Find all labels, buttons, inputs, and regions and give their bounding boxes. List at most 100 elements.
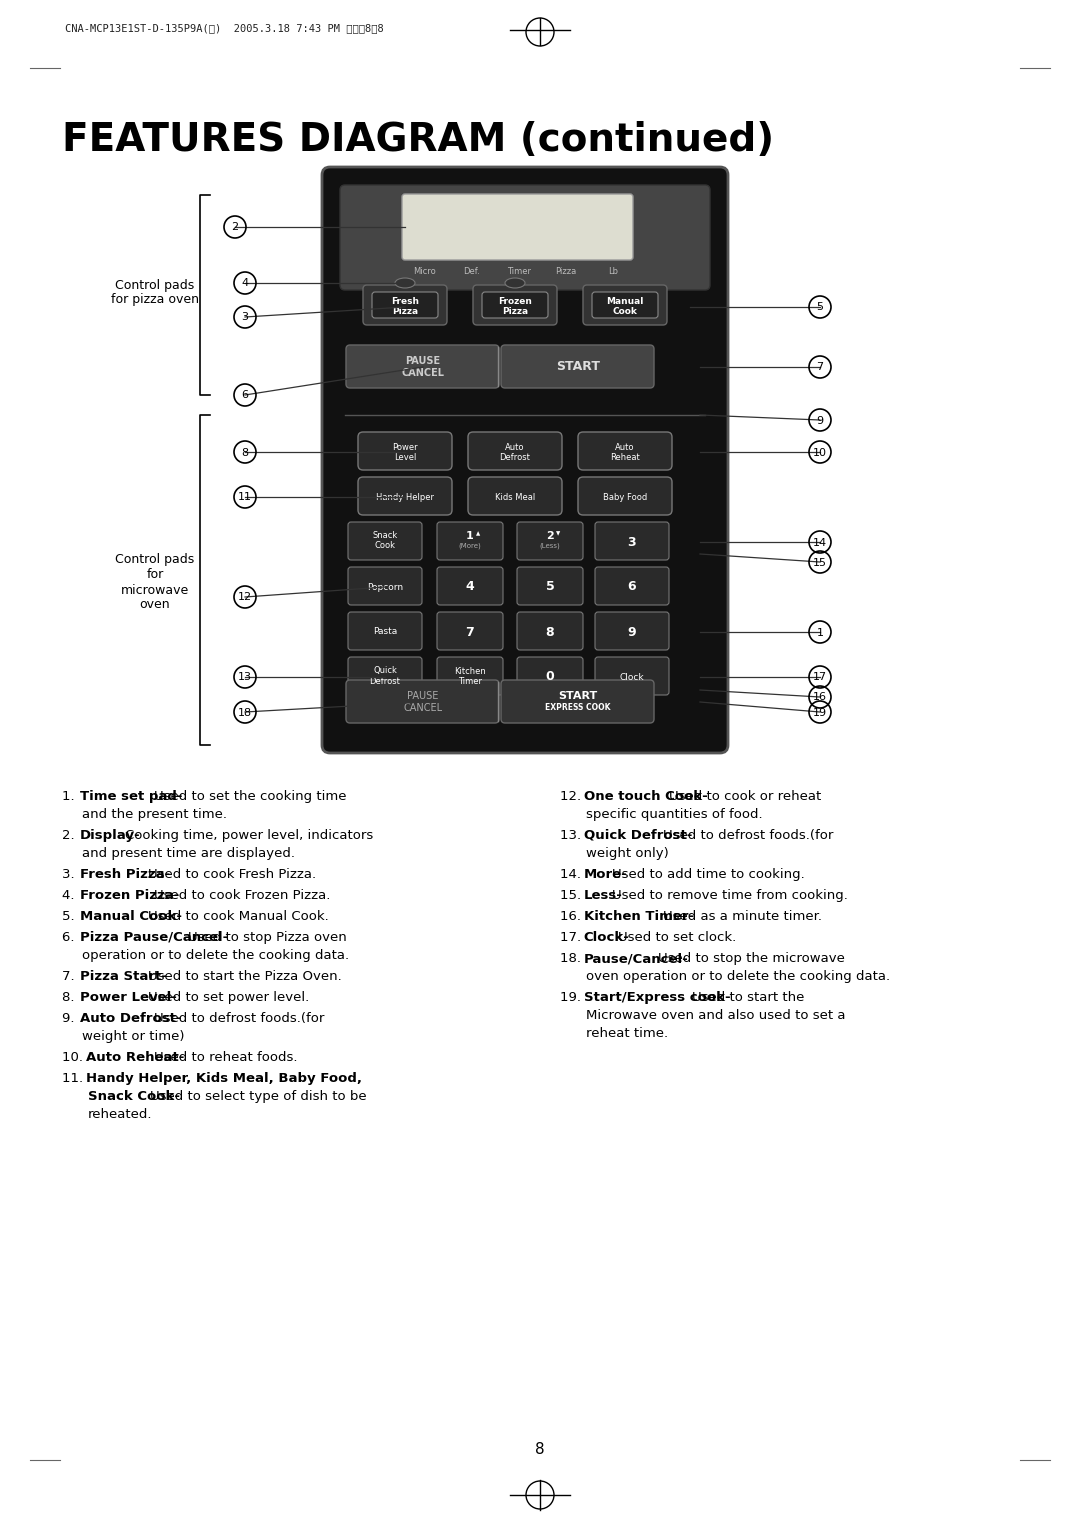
FancyBboxPatch shape — [348, 657, 422, 695]
Text: Kitchen Timer-: Kitchen Timer- — [583, 911, 693, 923]
FancyBboxPatch shape — [468, 432, 562, 471]
Text: 9.: 9. — [62, 1012, 79, 1025]
Text: Control pads: Control pads — [116, 553, 194, 567]
Text: Cooking time, power level, indicators: Cooking time, power level, indicators — [125, 830, 374, 842]
Text: 17.: 17. — [561, 931, 585, 944]
Text: Popcorn: Popcorn — [367, 582, 403, 591]
Text: 2: 2 — [231, 223, 239, 232]
Text: FEATURES DIAGRAM (continued): FEATURES DIAGRAM (continued) — [62, 121, 774, 159]
Text: Power Level-: Power Level- — [80, 992, 176, 1004]
Text: PAUSE: PAUSE — [405, 356, 441, 367]
FancyBboxPatch shape — [578, 477, 672, 515]
Text: Auto Reheat-: Auto Reheat- — [85, 1051, 184, 1063]
Text: Frozen: Frozen — [498, 298, 532, 307]
Text: 13: 13 — [238, 672, 252, 683]
Text: Pizza: Pizza — [502, 307, 528, 316]
FancyBboxPatch shape — [482, 292, 548, 318]
Text: Handy Helper, Kids Meal, Baby Food,: Handy Helper, Kids Meal, Baby Food, — [85, 1073, 362, 1085]
Text: 19.: 19. — [561, 992, 585, 1004]
Text: Used to stop the microwave: Used to stop the microwave — [658, 952, 845, 966]
FancyBboxPatch shape — [595, 567, 669, 605]
FancyBboxPatch shape — [437, 657, 503, 695]
Text: Pizza Start-: Pizza Start- — [80, 970, 166, 983]
Text: 14.: 14. — [561, 868, 585, 882]
Text: Pause/Cancel-: Pause/Cancel- — [583, 952, 688, 966]
Text: 11.: 11. — [62, 1073, 87, 1085]
FancyBboxPatch shape — [437, 613, 503, 649]
Text: More-: More- — [583, 868, 627, 882]
Text: Cook: Cook — [375, 541, 395, 550]
Text: Reheat: Reheat — [610, 452, 639, 461]
Text: 2.: 2. — [62, 830, 79, 842]
FancyBboxPatch shape — [348, 523, 422, 559]
Text: Display-: Display- — [80, 830, 140, 842]
Text: 8.: 8. — [62, 992, 79, 1004]
FancyBboxPatch shape — [346, 345, 499, 388]
Text: 18: 18 — [238, 707, 252, 718]
Text: weight only): weight only) — [585, 847, 669, 860]
Text: 8: 8 — [242, 448, 248, 457]
Text: Cook: Cook — [612, 307, 637, 316]
Text: 5: 5 — [545, 581, 554, 593]
Text: ▲: ▲ — [476, 532, 481, 536]
Text: Lb: Lb — [608, 266, 618, 275]
Text: and present time are displayed.: and present time are displayed. — [82, 847, 295, 860]
Text: Used to cook Manual Cook.: Used to cook Manual Cook. — [148, 911, 328, 923]
Text: 16: 16 — [813, 692, 827, 703]
FancyBboxPatch shape — [501, 345, 654, 388]
Text: One touch Cook-: One touch Cook- — [583, 790, 707, 804]
Text: EXPRESS COOK: EXPRESS COOK — [545, 703, 611, 712]
Text: PAUSE: PAUSE — [407, 691, 438, 701]
FancyBboxPatch shape — [592, 292, 658, 318]
Text: Manual: Manual — [606, 298, 644, 307]
Text: 5: 5 — [816, 303, 824, 313]
Text: 12.: 12. — [561, 790, 585, 804]
Text: 15: 15 — [813, 558, 827, 567]
Text: Timer: Timer — [458, 677, 482, 686]
Text: Def.: Def. — [463, 266, 481, 275]
Text: 7: 7 — [816, 362, 824, 373]
FancyBboxPatch shape — [583, 286, 667, 325]
Text: Used to defrost foods.(for: Used to defrost foods.(for — [153, 1012, 324, 1025]
Text: Timer: Timer — [507, 266, 531, 275]
Text: Fresh: Fresh — [391, 298, 419, 307]
FancyBboxPatch shape — [437, 523, 503, 559]
Text: Used to cook or reheat: Used to cook or reheat — [669, 790, 821, 804]
Text: 10: 10 — [813, 448, 827, 457]
Text: Handy Helper: Handy Helper — [376, 492, 434, 501]
Text: Defrost: Defrost — [369, 677, 401, 686]
FancyBboxPatch shape — [340, 185, 710, 290]
FancyBboxPatch shape — [372, 292, 438, 318]
Text: Used to set the cooking time: Used to set the cooking time — [153, 790, 347, 804]
Text: 10.: 10. — [62, 1051, 87, 1063]
Text: CANCEL: CANCEL — [402, 368, 445, 377]
FancyBboxPatch shape — [517, 567, 583, 605]
Text: Frozen Pizza-: Frozen Pizza- — [80, 889, 179, 902]
Text: Defrost: Defrost — [500, 452, 530, 461]
Text: 13.: 13. — [561, 830, 585, 842]
Text: oven operation or to delete the cooking data.: oven operation or to delete the cooking … — [585, 970, 890, 983]
Text: Clock: Clock — [620, 672, 645, 681]
Text: Used to set power level.: Used to set power level. — [148, 992, 309, 1004]
Text: for pizza oven: for pizza oven — [111, 293, 199, 307]
Text: Used to select type of dish to be: Used to select type of dish to be — [150, 1089, 367, 1103]
Text: Kitchen: Kitchen — [454, 666, 486, 675]
Text: Baby Food: Baby Food — [603, 492, 647, 501]
Text: 5.: 5. — [62, 911, 79, 923]
Text: Manual Cook-: Manual Cook- — [80, 911, 181, 923]
Text: 3: 3 — [242, 313, 248, 322]
Text: for: for — [147, 568, 164, 582]
Text: oven: oven — [139, 599, 171, 611]
Text: START: START — [558, 691, 597, 701]
Text: Microwave oven and also used to set a: Microwave oven and also used to set a — [585, 1008, 845, 1022]
FancyBboxPatch shape — [363, 286, 447, 325]
Text: Used to start the Pizza Oven.: Used to start the Pizza Oven. — [148, 970, 341, 983]
Text: Pizza: Pizza — [555, 266, 577, 275]
Text: Used to stop Pizza oven: Used to stop Pizza oven — [188, 931, 347, 944]
FancyBboxPatch shape — [517, 523, 583, 559]
FancyBboxPatch shape — [437, 567, 503, 605]
Text: 8: 8 — [545, 625, 554, 639]
FancyBboxPatch shape — [402, 194, 633, 260]
FancyBboxPatch shape — [501, 680, 654, 723]
Text: Auto: Auto — [616, 443, 635, 451]
